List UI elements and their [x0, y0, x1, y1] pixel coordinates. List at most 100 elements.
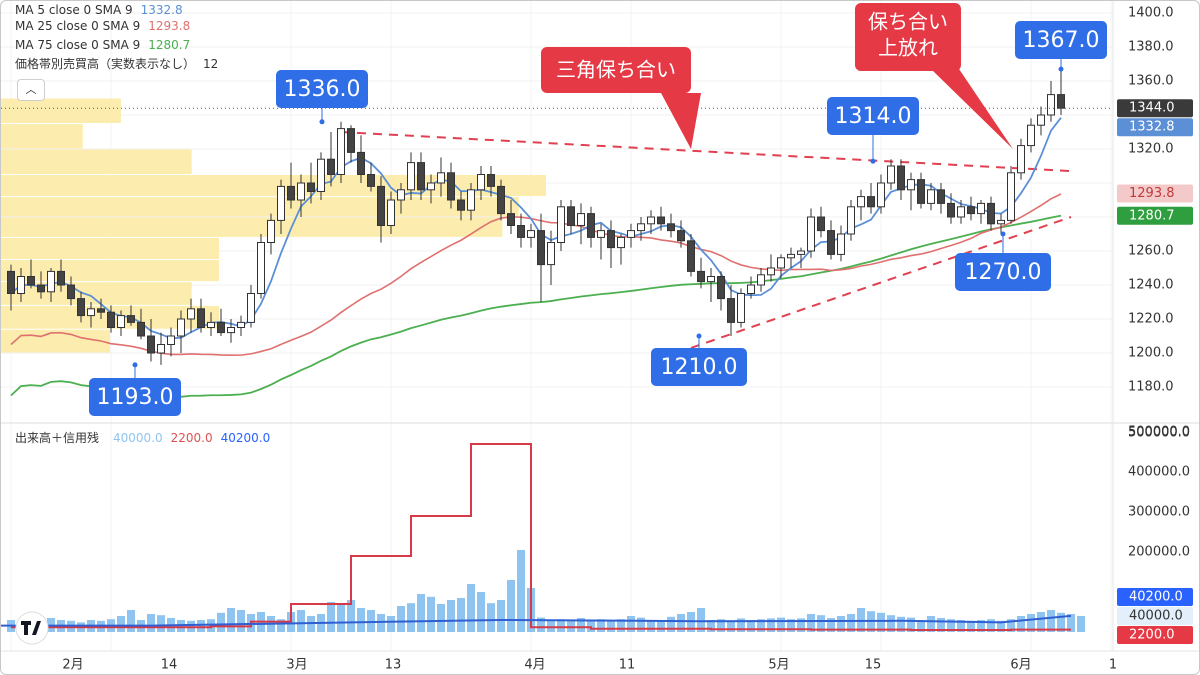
price-tick-label: 1360.0 — [1128, 74, 1174, 89]
candle-body — [1027, 124, 1035, 147]
volume-bar — [607, 620, 615, 632]
candle-body — [1047, 94, 1055, 116]
candle-body — [1017, 145, 1025, 174]
candle-body — [237, 321, 245, 328]
candle-body — [677, 230, 685, 242]
candle-body — [717, 276, 725, 300]
last-price-tag-bg — [1117, 99, 1193, 118]
volume-bar — [427, 596, 435, 632]
volume-a-tag-bg — [1117, 588, 1193, 606]
chevron-up-icon: ︿ — [25, 83, 37, 96]
time-tick-label: 6月 — [1010, 658, 1031, 673]
volume-b-tag: 40000.0 — [1129, 609, 1183, 624]
volume-bar — [887, 615, 895, 632]
legend-ma75-label: MA 75 close 0 SMA 9 — [15, 38, 141, 52]
volume-bar — [707, 620, 715, 632]
price-tick-label: 1200.0 — [1128, 346, 1174, 361]
volume-tick-label: 500000.0 — [1128, 425, 1190, 440]
volume-bar — [587, 620, 595, 632]
volume-bar — [1057, 612, 1065, 632]
volume-bar — [507, 580, 515, 632]
legend-profile-label: 価格帯別売買高（実数表示なし） — [15, 57, 196, 71]
candle-body — [617, 236, 625, 249]
candle-body — [917, 179, 925, 204]
candle-body — [817, 216, 825, 232]
volume-bar — [347, 600, 355, 632]
volume-bar — [807, 614, 815, 632]
candle-body — [147, 335, 155, 354]
candle-body — [557, 206, 565, 244]
time-tick-label: 3月 — [286, 658, 307, 673]
volume-bar — [677, 614, 685, 632]
volume-bar — [457, 598, 465, 632]
time-tick-label: 14 — [161, 658, 178, 673]
candle-body — [447, 172, 455, 201]
candle-body — [37, 284, 45, 293]
resistance-trendline — [340, 131, 1072, 173]
collapse-legend-button[interactable]: ︿ — [17, 79, 45, 101]
candle-body — [407, 162, 415, 191]
candle-body — [1007, 172, 1015, 221]
volume-bar — [787, 619, 795, 632]
volume-bar — [467, 584, 475, 632]
volume-bar — [947, 619, 955, 632]
volume-b-tag-bg — [1117, 607, 1193, 625]
volume-bar — [657, 620, 665, 632]
volume-bar — [747, 620, 755, 632]
candle-body — [777, 257, 785, 269]
price-tick-label: 1180.0 — [1128, 380, 1174, 395]
volume-profile-bar — [1, 124, 83, 149]
candle-body — [867, 196, 875, 208]
volume-bar — [377, 614, 385, 632]
candle-body — [857, 196, 865, 208]
candle-body — [947, 202, 955, 218]
candle-body — [87, 308, 95, 317]
volume-bar — [127, 610, 135, 632]
volume-bar — [217, 612, 225, 632]
volume-bar — [557, 619, 565, 632]
volume-bar — [367, 610, 375, 632]
volume-bar — [767, 618, 775, 632]
candle-body — [967, 206, 975, 215]
support-trendline — [690, 216, 1072, 349]
candle-body — [637, 223, 645, 232]
callout-low-feb-bg — [89, 378, 181, 416]
volume-bar — [447, 600, 455, 632]
candle-body — [877, 182, 885, 208]
candle-body — [607, 230, 615, 249]
volume-bar — [147, 614, 155, 632]
logo-circle — [15, 611, 49, 645]
candle-body — [357, 151, 365, 175]
legend-volume-profile: 価格帯別売買高（実数表示なし） 12 — [15, 55, 218, 74]
candle-body — [837, 233, 845, 255]
callout-low-apr-dot — [696, 333, 702, 339]
candle-body — [787, 253, 795, 259]
candle-body — [387, 199, 395, 226]
volume-bar — [337, 604, 345, 632]
legend-volume-v3: 40200.0 — [220, 431, 271, 445]
candle-body — [517, 225, 525, 238]
candle-body — [197, 308, 205, 328]
volume-bar — [1067, 614, 1075, 632]
ma75-price-tag-bg — [1117, 206, 1193, 225]
legend-volume-label: 出来高＋信用残 — [15, 431, 100, 445]
candle-body — [767, 267, 775, 276]
volume-bar — [727, 620, 735, 632]
logo-mark — [21, 621, 41, 635]
volume-bar — [417, 594, 425, 632]
callout-low-feb: 1193.0 — [97, 385, 174, 410]
candle-body — [537, 230, 545, 266]
candle-body — [427, 182, 435, 191]
legend-ma75-value: 1280.7 — [148, 38, 191, 52]
breakout-bubble-bg — [855, 3, 961, 71]
volume-profile-bar — [1, 175, 546, 197]
callout-high-jun-dot — [1058, 66, 1064, 72]
candle-body — [47, 270, 55, 293]
ma25-price-tag-bg — [1117, 184, 1193, 203]
ma5-price-tag: 1332.8 — [1129, 120, 1175, 135]
candle-body — [247, 293, 255, 323]
candle-body — [497, 185, 505, 215]
volume-tick-label: 500000.0 — [1128, 426, 1190, 441]
volume-bar — [637, 617, 645, 632]
